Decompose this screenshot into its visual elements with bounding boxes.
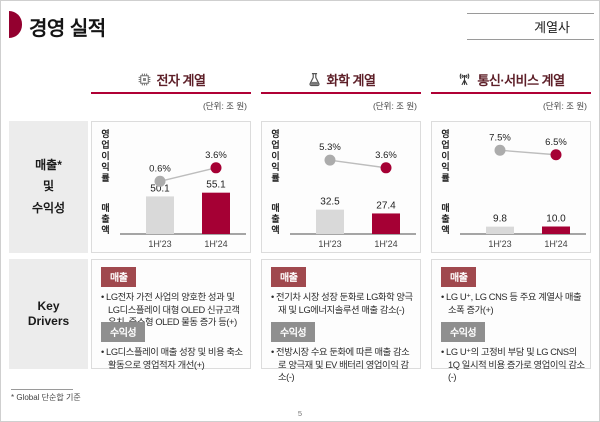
- margin-dot: [494, 144, 506, 156]
- bar-value-label: 27.4: [376, 200, 396, 211]
- margin-value-label: 7.5%: [489, 132, 511, 143]
- profitability-badge: 수익성: [271, 322, 316, 342]
- profitability-badge: 수익성: [441, 322, 486, 342]
- affiliates-button[interactable]: 계열사: [467, 13, 594, 40]
- performance-chart-card: 영업이익률 매출액 9.8 1H'23 10.0 1H'24 7.5% 6.5%: [431, 121, 591, 253]
- yaxis-label-revenue: 매출액: [270, 203, 280, 236]
- sales-badge: 매출: [441, 267, 477, 287]
- revenue-bar: [542, 226, 570, 234]
- bar-value-label: 9.8: [493, 214, 507, 225]
- bar-value-label: 50.1: [150, 183, 170, 194]
- row-label-line: 수익성: [31, 200, 66, 215]
- performance-chart-card: 영업이익률 매출액 50.1 1H'23 55.1 1H'24 0.6% 3.6%: [91, 121, 251, 253]
- driver-text: LG디스플레이 매출 성장 및 비용 축소 활동으로 영업적자 개선(+): [101, 346, 245, 371]
- category-label: 1H'24: [374, 239, 397, 249]
- category-label: 1H'24: [204, 239, 227, 249]
- margin-dot: [550, 149, 562, 161]
- revenue-bar: [316, 209, 344, 234]
- key-drivers-card: 매출 LG전자 가전 사업의 양호한 성과 및 LG디스플레이 대형 OLED …: [91, 259, 251, 371]
- key-drivers-card: 매출 LG U⁺, LG CNS 등 주요 계열사 매출 소폭 증가(+) 수익…: [431, 259, 591, 382]
- footnote: * Global 단순합 기준: [11, 393, 81, 402]
- page-number: 5: [297, 409, 303, 418]
- row-label-line: Key Drivers: [27, 299, 70, 328]
- driver-group-profitability: 수익성 LG U⁺의 고정비 부담 및 LG CNS의 1Q 일시적 비용 증가…: [441, 322, 585, 384]
- driver-group-sales: 매출 전기차 시장 성장 둔화로 LG화학 양극재 및 LG에너지솔루션 매출 …: [271, 267, 415, 316]
- driver-group-sales: 매출 LG U⁺, LG CNS 등 주요 계열사 매출 소폭 증가(+): [441, 267, 585, 316]
- page-title: 경영 실적: [29, 18, 106, 40]
- driver-text: LG U⁺의 고정비 부담 및 LG CNS의 1Q 일시적 비용 증가로 영업…: [441, 346, 585, 384]
- unit-note: (단위: 조 원): [372, 101, 417, 111]
- unit-note: (단위: 조 원): [542, 101, 587, 111]
- row-label-line: 및: [42, 179, 55, 194]
- driver-text: LG U⁺, LG CNS 등 주요 계열사 매출 소폭 증가(+): [441, 291, 585, 316]
- revenue-bar: [202, 192, 230, 234]
- flask-icon: [308, 73, 320, 87]
- column-title: 화학 계열: [326, 73, 376, 88]
- yaxis-label-operating-margin: 영업이익률: [440, 129, 450, 184]
- performance-chart: 32.5 1H'23 27.4 1H'24 5.3% 3.6%: [288, 122, 418, 252]
- driver-group-sales: 매출 LG전자 가전 사업의 양호한 성과 및 LG디스플레이 대형 OLED …: [101, 267, 245, 329]
- column-header: 화학 계열: [261, 67, 421, 94]
- revenue-bar: [146, 196, 174, 234]
- title-bullet-icon: [9, 11, 22, 38]
- margin-dot: [380, 162, 392, 174]
- driver-group-profitability: 수익성 LG디스플레이 매출 성장 및 비용 축소 활동으로 영업적자 개선(+…: [101, 322, 245, 371]
- trend-line: [329, 159, 387, 169]
- margin-dot: [324, 154, 336, 166]
- margin-value-label: 6.5%: [545, 137, 567, 148]
- margin-value-label: 0.6%: [149, 163, 171, 174]
- margin-dot: [210, 162, 222, 174]
- column-header: 전자 계열: [91, 67, 251, 94]
- bar-value-label: 55.1: [206, 180, 226, 191]
- category-label: 1H'23: [318, 239, 341, 249]
- driver-group-profitability: 수익성 전방시장 수요 둔화에 따른 매출 감소로 양극재 및 EV 배터리 영…: [271, 322, 415, 384]
- margin-value-label: 3.6%: [375, 150, 397, 161]
- driver-text: LG전자 가전 사업의 양호한 성과 및 LG디스플레이 대형 OLED 신규고…: [101, 291, 245, 329]
- column-chemicals: 화학 계열 (단위: 조 원) 영업이익률 매출액 32.5 1H'23 27.4 1…: [261, 67, 423, 382]
- column-title: 전자 계열: [156, 73, 206, 88]
- yaxis-label-revenue: 매출액: [100, 203, 110, 236]
- performance-chart: 9.8 1H'23 10.0 1H'24 7.5% 6.5%: [458, 122, 588, 252]
- row-label-sales-profitability: 매출* 및 수익성: [9, 121, 88, 253]
- footnote-rule: [11, 389, 73, 390]
- category-label: 1H'24: [544, 239, 567, 249]
- chip-icon: [138, 73, 150, 86]
- margin-value-label: 3.6%: [205, 150, 227, 161]
- revenue-bar: [372, 213, 400, 234]
- category-label: 1H'23: [148, 239, 171, 249]
- key-drivers-card: 매출 전기차 시장 성장 둔화로 LG화학 양극재 및 LG에너지솔루션 매출 …: [261, 259, 421, 382]
- revenue-bar: [486, 226, 514, 234]
- row-label-key-drivers: Key Drivers: [9, 259, 88, 369]
- bar-value-label: 10.0: [546, 214, 566, 225]
- driver-text: 전방시장 수요 둔화에 따른 매출 감소로 양극재 및 EV 배터리 영업이익 …: [271, 346, 415, 384]
- column-title: 통신·서비스 계열: [477, 73, 565, 88]
- column-electronics: 전자 계열 (단위: 조 원) 영업이익률 매출액 50.1 1H'23 55.1 1…: [91, 67, 253, 379]
- unit-note: (단위: 조 원): [202, 101, 247, 111]
- yaxis-label-operating-margin: 영업이익률: [270, 129, 280, 184]
- trend-line: [159, 167, 217, 182]
- row-label-line: 매출*: [35, 157, 62, 172]
- performance-chart-card: 영업이익률 매출액 32.5 1H'23 27.4 1H'24 5.3% 3.6%: [261, 121, 421, 253]
- column-telecom-services: 통신·서비스 계열 (단위: 조 원) 영업이익률 매출액 9.8 1H'23 10…: [431, 67, 593, 382]
- trend-line: [499, 149, 557, 156]
- performance-chart: 50.1 1H'23 55.1 1H'24 0.6% 3.6%: [118, 122, 248, 252]
- category-label: 1H'23: [488, 239, 511, 249]
- driver-text: 전기차 시장 성장 둔화로 LG화학 양극재 및 LG에너지솔루션 매출 감소(…: [271, 291, 415, 316]
- column-header: 통신·서비스 계열: [431, 67, 591, 94]
- margin-dot: [154, 175, 166, 187]
- yaxis-label-revenue: 매출액: [440, 203, 450, 236]
- bar-value-label: 32.5: [320, 197, 340, 208]
- yaxis-label-operating-margin: 영업이익률: [100, 129, 110, 184]
- antenna-icon: [460, 73, 470, 86]
- sales-badge: 매출: [271, 267, 307, 287]
- sales-badge: 매출: [101, 267, 137, 287]
- margin-value-label: 5.3%: [319, 142, 341, 153]
- profitability-badge: 수익성: [101, 322, 146, 342]
